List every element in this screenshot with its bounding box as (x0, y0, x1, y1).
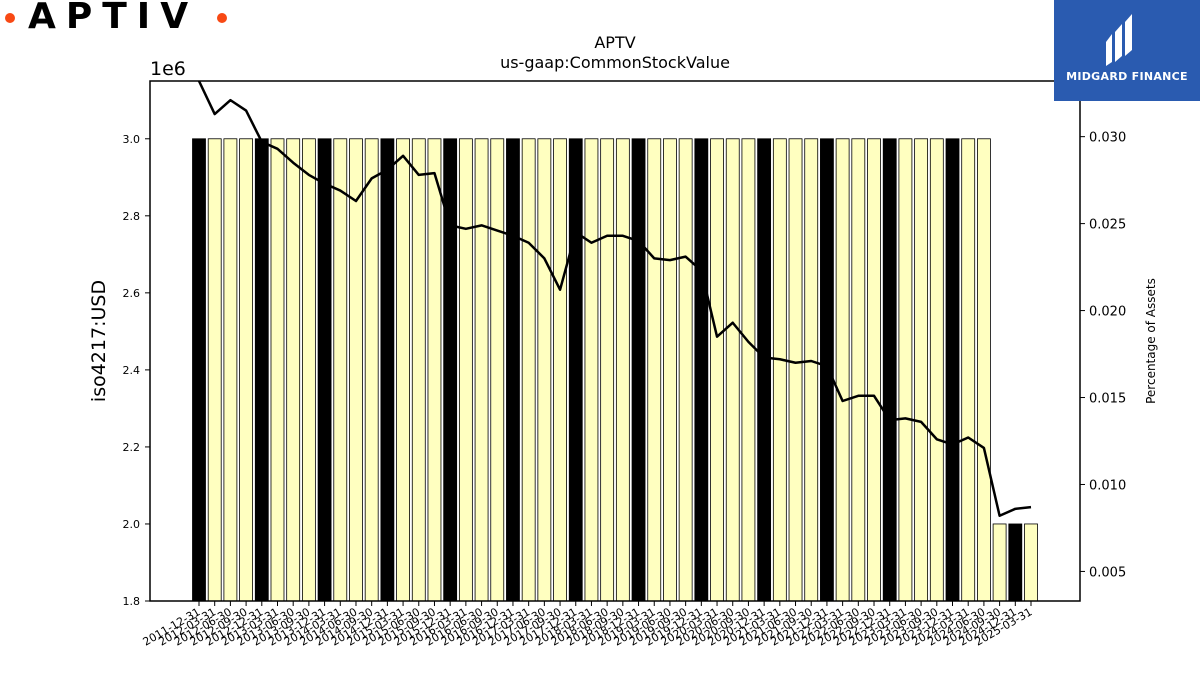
bar (349, 138, 363, 602)
bar (239, 138, 253, 602)
bar (725, 138, 740, 602)
bar (772, 138, 787, 602)
bar (270, 138, 285, 602)
bar (945, 138, 960, 602)
bar (254, 138, 269, 602)
y-tick-label: 2.6 (123, 287, 141, 300)
bar (835, 138, 850, 602)
bar (474, 138, 489, 602)
y-tick-label: 2.8 (123, 210, 141, 223)
bar (678, 138, 693, 602)
bar (914, 138, 929, 602)
bar (192, 138, 206, 602)
chart-subtitle: us-gaap:CommonStockValue (500, 53, 730, 72)
y2-tick-label: 0.005 (1089, 565, 1126, 580)
y2-tick-label: 0.030 (1089, 131, 1126, 146)
bar (820, 138, 834, 602)
bar (380, 138, 395, 602)
y2-tick-label: 0.020 (1089, 305, 1126, 320)
bar (553, 138, 567, 602)
y-tick-label: 3.0 (123, 133, 141, 146)
bar (710, 138, 724, 602)
bar (977, 138, 991, 602)
y-scale-label: 1e6 (150, 58, 186, 80)
bar (286, 138, 301, 602)
bar (961, 138, 976, 602)
bar (396, 138, 410, 602)
bar (223, 138, 238, 602)
bar (631, 138, 646, 602)
midgard-mark-icon (1106, 14, 1132, 66)
bar (1024, 523, 1038, 602)
bar (584, 138, 599, 602)
bar (663, 138, 677, 602)
midgard-finance-logo: MIDGARD FINANCE (1054, 0, 1200, 101)
aptiv-logo: APTIV (0, 0, 240, 40)
bar (364, 138, 379, 602)
bar (992, 523, 1007, 602)
y-tick-label: 2.4 (123, 364, 141, 377)
bar (788, 138, 803, 602)
y2-axis-label: Percentage of Assets (1144, 278, 1158, 404)
y2-tick-label: 0.025 (1089, 218, 1126, 233)
bar (333, 138, 348, 602)
bar (521, 138, 536, 602)
chart-title: APTV (594, 33, 635, 52)
logo-dot-right (217, 13, 227, 23)
bar (506, 138, 520, 602)
bar (537, 138, 552, 602)
y-axis-label: iso4217:USD (88, 280, 110, 402)
bar (851, 138, 866, 602)
y-tick-label: 2.0 (123, 518, 141, 531)
plot-frame (149, 80, 1081, 602)
bar (490, 138, 505, 602)
bar (411, 138, 426, 602)
y2-tick-label: 0.015 (1089, 392, 1126, 407)
bar (757, 138, 772, 602)
series-line (197, 80, 1032, 518)
y-tick-label: 1.8 (123, 595, 141, 608)
bar (867, 138, 881, 602)
bar (929, 138, 944, 602)
bar (615, 138, 630, 602)
bar (458, 138, 473, 602)
bar (647, 138, 662, 602)
bar (741, 138, 756, 602)
logo-dot-left (5, 13, 15, 23)
aptiv-logo-text: APTIV (28, 0, 199, 37)
bar (804, 138, 819, 602)
y-tick-label: 2.2 (123, 441, 141, 454)
bar (1008, 523, 1023, 602)
bar (898, 138, 913, 602)
bar (600, 138, 615, 602)
bar (207, 138, 222, 602)
y2-tick-label: 0.010 (1089, 478, 1126, 493)
midgard-logo-text: MIDGARD FINANCE (1066, 70, 1188, 83)
bar (694, 138, 709, 602)
bar (317, 138, 332, 602)
bar (882, 138, 897, 602)
bar (301, 138, 316, 602)
bar (568, 138, 583, 602)
bar (427, 138, 442, 602)
